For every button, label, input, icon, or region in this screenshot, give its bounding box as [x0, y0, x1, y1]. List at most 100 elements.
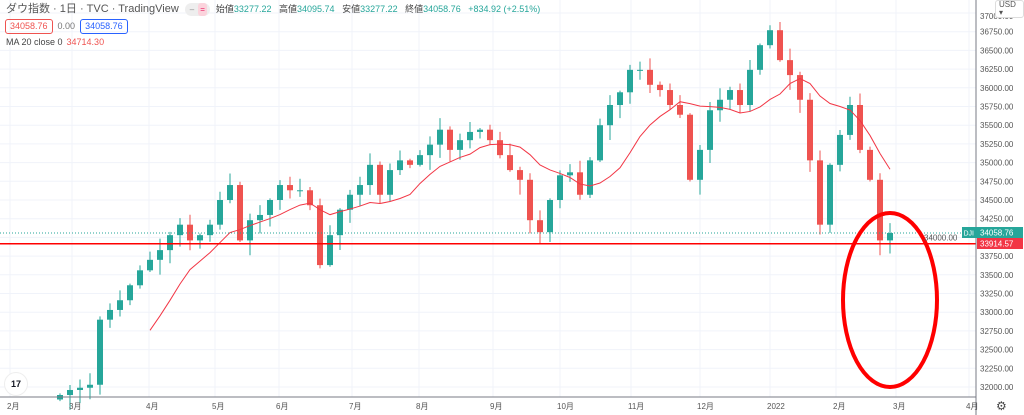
- ohlc-values: 始値33277.22 高値34095.74 安値33277.22 終値34058…: [216, 3, 545, 16]
- candle-body: [247, 220, 253, 241]
- candle-body: [597, 125, 603, 161]
- annotation-circle[interactable]: [841, 211, 939, 389]
- candle-body: [217, 200, 223, 225]
- symbol-tag: DJI: [964, 231, 975, 238]
- time-tick-label: 6月: [276, 402, 288, 411]
- spread: 0.00: [57, 21, 76, 31]
- last-price-tags: DJI 34058.76 33914.57: [962, 227, 1023, 249]
- candle-body: [767, 30, 773, 46]
- candle-body: [787, 60, 793, 76]
- candle-body: [677, 105, 683, 115]
- price-tick-label: 32000.00: [980, 383, 1014, 392]
- time-tick-label: 2月: [7, 402, 19, 411]
- time-tick-label: 12月: [697, 402, 714, 411]
- price-tick-label: 35500.00: [980, 121, 1014, 130]
- candle-body: [567, 172, 573, 176]
- candle-body: [857, 105, 863, 150]
- candle-body: [447, 129, 453, 150]
- candle-body: [747, 69, 753, 106]
- candle-body: [697, 149, 703, 180]
- candle-body: [167, 235, 173, 251]
- candle-body: [527, 179, 533, 221]
- price-tick-label: 32250.00: [980, 364, 1014, 373]
- candle-body: [197, 235, 203, 241]
- price-tick-label: 33500.00: [980, 271, 1014, 280]
- candle-body: [757, 45, 763, 70]
- candle-body: [267, 200, 273, 215]
- candle-body: [847, 105, 853, 135]
- gear-icon[interactable]: ⚙: [996, 399, 1007, 413]
- candle-body: [877, 179, 883, 241]
- candle-body: [517, 170, 523, 180]
- candle-body: [407, 160, 413, 165]
- symbol-title[interactable]: ダウ指数 · 1日 · TVC · TradingView: [6, 3, 179, 15]
- candle-body: [507, 155, 513, 171]
- buy-button[interactable]: 34058.76: [80, 19, 128, 34]
- candle-body: [437, 129, 443, 145]
- open-value: 33277.22: [233, 4, 272, 14]
- candle-body: [687, 114, 693, 180]
- candle-body: [177, 224, 183, 236]
- candle-body: [357, 185, 363, 195]
- price-tick-label: 33250.00: [980, 290, 1014, 299]
- candle-body: [617, 92, 623, 106]
- currency-dropdown[interactable]: USD ▾: [995, 0, 1024, 18]
- currency-label: USD: [999, 0, 1016, 9]
- candle-body: [207, 224, 213, 236]
- sell-button[interactable]: 34058.76: [5, 19, 53, 34]
- candle-body: [887, 233, 893, 241]
- candle-body: [87, 384, 93, 388]
- candle-body: [837, 134, 843, 165]
- time-tick-label: 2月: [833, 402, 845, 411]
- low-value: 33277.22: [360, 4, 398, 14]
- time-tick-label: 2022: [767, 402, 785, 411]
- time-axis[interactable]: 2月 3月 4月 5月 6月 7月 8月 9月 10月 11月 12月 2022 2月 3月 4月: [7, 402, 978, 411]
- legend-toggle[interactable]: – =: [184, 3, 210, 16]
- open-label: 始値: [215, 4, 234, 14]
- last-price-label: 34058.76: [980, 229, 1014, 238]
- candles: [57, 21, 893, 410]
- candle-body: [97, 319, 103, 385]
- candle-body: [467, 131, 473, 141]
- time-tick-label: 10月: [557, 402, 574, 411]
- candle-body: [147, 259, 153, 271]
- candle-body: [427, 144, 433, 156]
- candle-body: [337, 209, 343, 236]
- time-tick-label: 7月: [349, 402, 361, 411]
- candle-body: [137, 270, 143, 286]
- candle-body: [67, 389, 73, 396]
- candle-body: [487, 129, 493, 141]
- price-tick-label: 32750.00: [980, 327, 1014, 336]
- candle-body: [797, 75, 803, 100]
- candle-body: [817, 160, 823, 225]
- price-tick-label: 35750.00: [980, 103, 1014, 112]
- price-tick-label: 35250.00: [980, 140, 1014, 149]
- candle-body: [477, 129, 483, 132]
- price-axis[interactable]: 37000.0036750.0036500.0036250.0036000.00…: [924, 12, 1014, 392]
- candle-body: [647, 69, 653, 85]
- indicator-value: 34714.30: [66, 37, 105, 47]
- time-tick-label: 9月: [490, 402, 502, 411]
- candle-body: [307, 190, 313, 206]
- indicator-legend[interactable]: MA 20 close 0 34714.30: [6, 37, 104, 48]
- tradingview-logo[interactable]: 17: [4, 372, 28, 396]
- candle-body: [347, 194, 353, 210]
- candle-body: [367, 164, 373, 186]
- candle-body: [317, 205, 323, 266]
- time-tick-label: 8月: [416, 402, 428, 411]
- price-tick-label: 36250.00: [980, 65, 1014, 74]
- candle-body: [417, 155, 423, 165]
- equals-icon: =: [198, 3, 207, 16]
- price-tick-label: 34750.00: [980, 177, 1014, 186]
- candle-body: [227, 185, 233, 200]
- price-tick-label: 33000.00: [980, 308, 1014, 317]
- candle-body: [107, 309, 113, 320]
- line-price-label: 33914.57: [980, 240, 1014, 249]
- candle-body: [657, 84, 663, 91]
- change-value: +834.92 (+2.51%): [468, 4, 541, 14]
- candle-body: [457, 140, 463, 150]
- candle-body: [607, 105, 613, 126]
- price-tick-label: 33750.00: [980, 252, 1014, 261]
- price-tick-label: 35000.00: [980, 159, 1014, 168]
